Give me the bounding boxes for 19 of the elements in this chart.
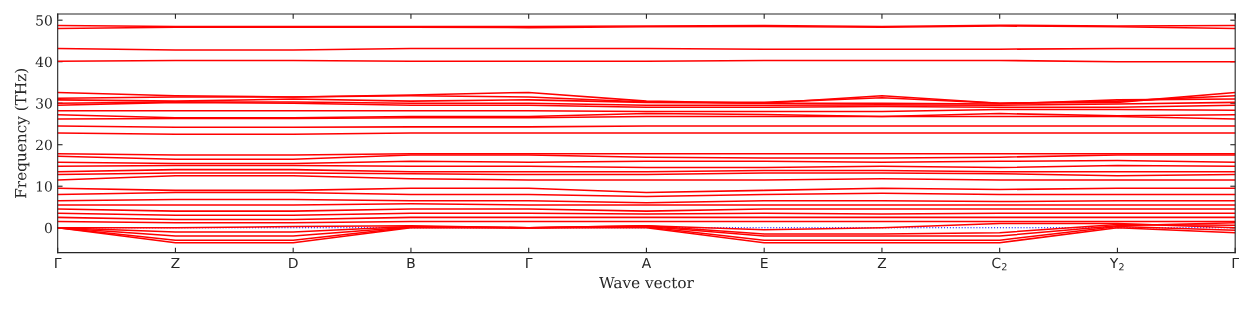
x-tick-label: Z <box>171 257 180 269</box>
x-tick-label: C$_{2}$ <box>992 257 1007 271</box>
y-tick-label: 50 <box>36 15 52 26</box>
y-tick-label: 10 <box>36 181 52 192</box>
x-tick-label: A <box>641 257 652 269</box>
x-tick-label: B <box>407 257 415 269</box>
x-tick-label: Y$_{2}$ <box>1109 257 1124 271</box>
y-tick-label: 20 <box>36 139 52 151</box>
x-tick-label: Γ <box>526 257 533 269</box>
y-tick-label: 0 <box>44 222 52 234</box>
y-axis-title: Frequency (THz) <box>14 69 30 198</box>
y-tick-label: 40 <box>35 56 52 68</box>
x-tick-label: Z <box>877 257 887 269</box>
x-tick-label: D <box>289 257 298 269</box>
x-tick-label: E <box>761 257 768 269</box>
x-tick-label: Γ <box>55 257 62 269</box>
x-axis-title: Wave vector <box>599 276 694 289</box>
y-tick-label: 30 <box>36 98 52 109</box>
x-tick-label: Γ <box>1232 257 1239 269</box>
